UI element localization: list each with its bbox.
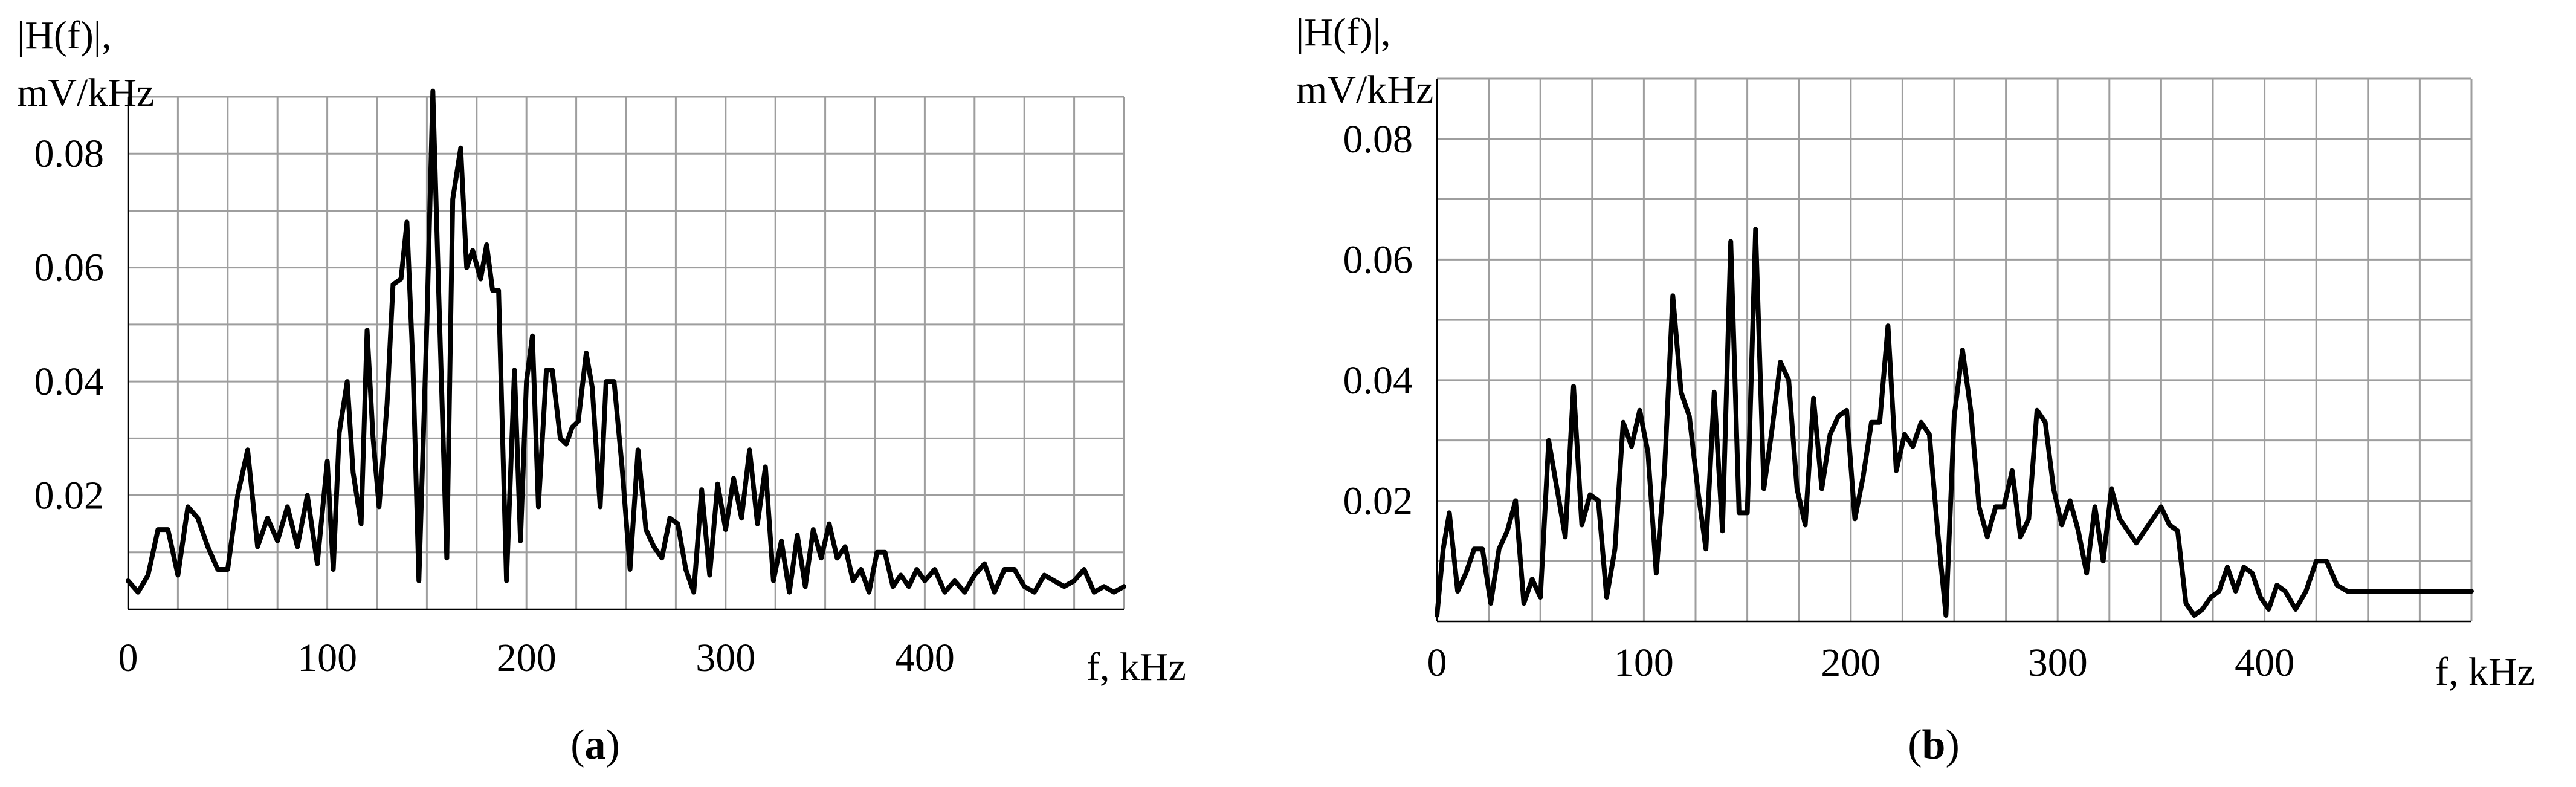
y-axis-label: |H(f)|,: [1296, 10, 1391, 54]
chart-a: 0.02 0.04 0.06 0.08 0 100 200 300 400 |H(f)|, mV/k…: [17, 13, 1186, 768]
x-tick-label: 400: [895, 636, 955, 680]
y-tick-label: 0.08: [34, 132, 105, 176]
y-axis-label: mV/kHz: [17, 71, 154, 115]
x-tick-label: 0: [1427, 641, 1447, 685]
x-tick-label: 400: [2235, 641, 2294, 685]
y-tick-label: 0.02: [1343, 479, 1413, 523]
x-tick-label: 100: [297, 636, 357, 680]
y-axis-label: |H(f)|,: [17, 13, 112, 57]
panel-label: (a): [570, 722, 620, 768]
x-axis-label: f, kHz: [2435, 650, 2535, 694]
series-line: [126, 88, 1126, 595]
x-tick-label: 200: [497, 636, 557, 680]
y-tick-label: 0.06: [1343, 238, 1413, 282]
x-tick-label: 100: [1614, 641, 1674, 685]
x-tick-label: 300: [696, 636, 755, 680]
x-tick-label: 0: [118, 636, 138, 680]
y-tick-label: 0.08: [1343, 117, 1413, 161]
panel-label: (b): [1908, 722, 1960, 768]
x-tick-label: 200: [1821, 641, 1880, 685]
x-axis-label: f, kHz: [1086, 645, 1186, 689]
y-axis-label: mV/kHz: [1296, 68, 1433, 112]
chart-b: 0.02 0.04 0.06 0.08 0 100 200 300 400 |H(f)|, mV/k…: [1296, 10, 2535, 768]
y-tick-label: 0.02: [34, 474, 105, 518]
series-line: [1435, 227, 2474, 618]
y-tick-label: 0.04: [1343, 358, 1413, 403]
y-tick-label: 0.04: [34, 360, 105, 404]
x-tick-label: 300: [2028, 641, 2088, 685]
y-tick-label: 0.06: [34, 246, 105, 290]
